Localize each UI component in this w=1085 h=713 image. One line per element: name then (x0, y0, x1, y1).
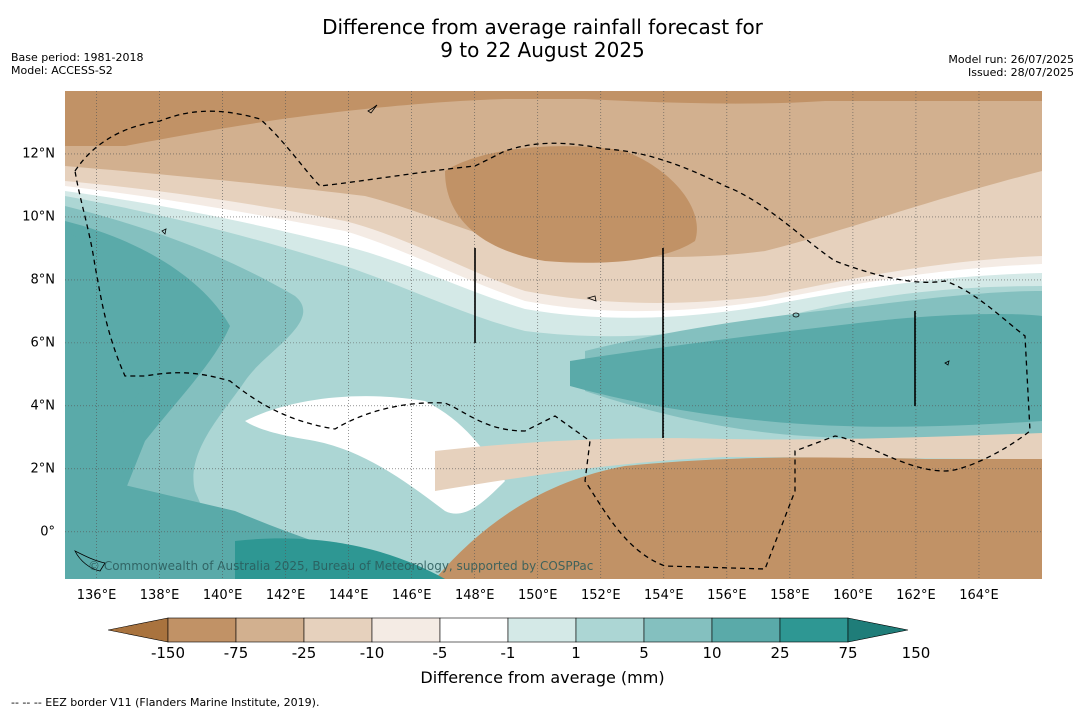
lon-tick-label-4: 144°E (328, 588, 369, 603)
lon-tick-label-2: 140°E (202, 588, 243, 603)
lon-tick-label-6: 148°E (454, 588, 495, 603)
colorbar-tick-3: -10 (359, 644, 385, 662)
lon-tick-label-11: 158°E (770, 588, 810, 603)
colorbar-tick-5: -1 (500, 644, 516, 662)
map-title-line2: 9 to 22 August 2025 (440, 38, 645, 62)
meta-right: Model run: 26/07/2025 Issued: 28/07/2025 (948, 53, 1074, 79)
lat-tick-label-1: 10°N (22, 209, 55, 225)
map-gridlines (65, 91, 1042, 579)
colorbar-tick-7: 5 (639, 644, 649, 662)
colorbar-tick-1: -75 (223, 644, 249, 662)
lon-tick-label-0: 136°E (76, 588, 117, 603)
colorbar-tick-9: 25 (770, 644, 790, 662)
meta-left: Base period: 1981-2018 Model: ACCESS-S2 (11, 51, 143, 77)
issued-date: Issued: 28/07/2025 (967, 66, 1074, 79)
lon-tick-label-7: 150°E (517, 588, 558, 603)
lat-tick-label-4: 4°N (30, 398, 56, 414)
lat-tick-label-5: 2°N (30, 461, 56, 477)
colorbar-bin-5 (439, 617, 509, 643)
colorbar-bin-7 (575, 617, 645, 643)
colorbar (108, 617, 909, 643)
lat-tick-label-0: 12°N (22, 146, 55, 162)
lon-tick-label-14: 164°E (959, 588, 999, 603)
colorbar-bin-3 (303, 617, 373, 643)
lat-tick-label-3: 6°N (30, 335, 56, 351)
colorbar-tick-11: 150 (901, 644, 931, 662)
region-south-minus10 (435, 433, 1042, 491)
colorbar-arrow-high (847, 617, 909, 643)
lon-tick-label-10: 156°E (707, 588, 747, 603)
colorbar-bin-1 (167, 617, 237, 643)
lon-tick-label-8: 152°E (581, 588, 621, 603)
colorbar-tick-2: -25 (291, 644, 317, 662)
eez-footnote: -- -- -- EEZ border V11 (Flanders Marine… (11, 696, 320, 709)
lon-tick-label-13: 162°E (896, 588, 936, 603)
colorbar-bin-2 (235, 617, 305, 643)
lon-tick-label-5: 146°E (391, 588, 432, 603)
colorbar-tick-10: 75 (838, 644, 858, 662)
colorbar-bin-9 (711, 617, 781, 643)
copyright-notice: © Commonwealth of Australia 2025, Bureau… (88, 559, 594, 573)
colorbar-tick-8: 10 (702, 644, 722, 662)
region-north-brown (445, 146, 697, 263)
colorbar-bin-10 (779, 617, 849, 643)
lat-tick-label-2: 8°N (30, 272, 56, 288)
lon-tick-label-1: 138°E (139, 588, 180, 603)
base-period: Base period: 1981-2018 (11, 51, 144, 64)
region-southwest-teal (65, 471, 445, 579)
region-south-brown (435, 457, 1042, 579)
islands (74, 104, 950, 572)
region-plus75-west (65, 231, 185, 451)
lon-tick-label-9: 154°E (644, 588, 684, 603)
colorbar-bin-8 (643, 617, 713, 643)
colorbar-tick-6: 1 (571, 644, 581, 662)
colorbar-arrow-low (108, 617, 169, 643)
model-run: Model run: 26/07/2025 (948, 53, 1074, 66)
lon-tick-label-12: 160°E (833, 588, 873, 603)
eez-border-line (74, 110, 1031, 570)
lat-tick-label-6: 0° (40, 524, 55, 540)
colorbar-tick-4: -5 (432, 644, 448, 662)
colorbar-bin-6 (507, 617, 577, 643)
region-plus25-east (570, 314, 1042, 427)
map-title-line1: Difference from average rainfall forecas… (322, 15, 763, 39)
region-southwest-plus75 (235, 538, 445, 579)
colorbar-label: Difference from average (mm) (420, 668, 665, 687)
colorbar-bin-4 (371, 617, 441, 643)
model-name: Model: ACCESS-S2 (11, 64, 113, 77)
colorbar-tick-0: -150 (150, 644, 186, 662)
lon-tick-label-3: 142°E (265, 588, 306, 603)
rainfall-map (65, 91, 1042, 579)
